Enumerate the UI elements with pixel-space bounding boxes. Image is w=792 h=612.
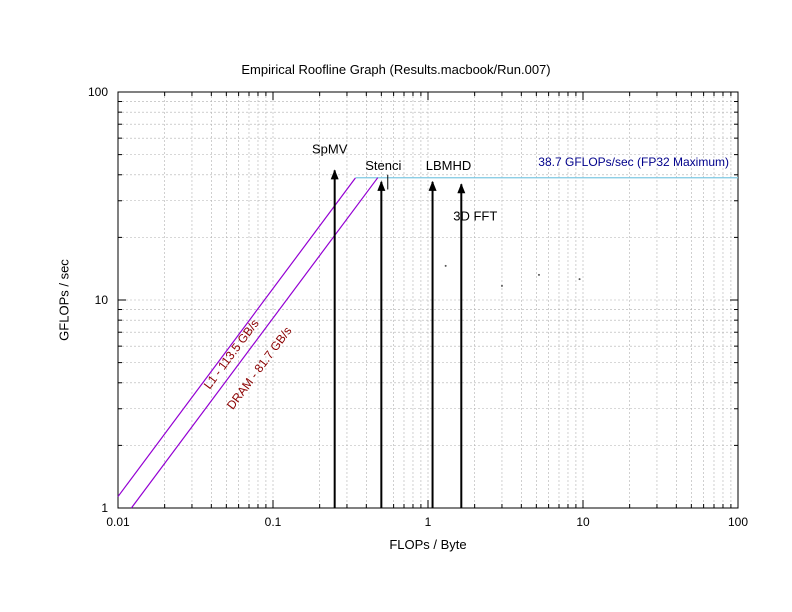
scatter-point xyxy=(537,273,540,276)
x-tick-label: 10 xyxy=(576,515,590,529)
y-axis-label: GFLOPs / sec xyxy=(56,259,72,341)
kernel-label: LBMHD xyxy=(426,158,472,173)
y-tick-label: 100 xyxy=(88,85,108,99)
kernel-label: SpMV xyxy=(312,141,348,156)
kernel-label: 3D FFT xyxy=(453,208,497,223)
y-tick-label: 1 xyxy=(101,501,108,515)
x-tick-label: 1 xyxy=(425,515,432,529)
scatter-point xyxy=(500,284,503,287)
x-tick-label: 0.01 xyxy=(106,515,130,529)
chart-title: Empirical Roofline Graph (Results.macboo… xyxy=(241,62,551,77)
x-axis-label: FLOPs / Byte xyxy=(389,537,467,552)
bandwidth-ceiling-line xyxy=(130,177,379,509)
x-tick-label: 100 xyxy=(728,515,748,529)
compute-ceiling-label: 38.7 GFLOPs/sec (FP32 Maximum) xyxy=(538,155,729,169)
scatter-point xyxy=(444,264,447,267)
plot-border xyxy=(117,91,739,509)
y-tick-label: 10 xyxy=(95,293,109,307)
scatter-point xyxy=(578,278,581,281)
kernel-label: Stenci xyxy=(365,158,401,173)
bandwidth-ceiling-line xyxy=(117,177,356,497)
x-tick-label: 0.1 xyxy=(265,515,282,529)
